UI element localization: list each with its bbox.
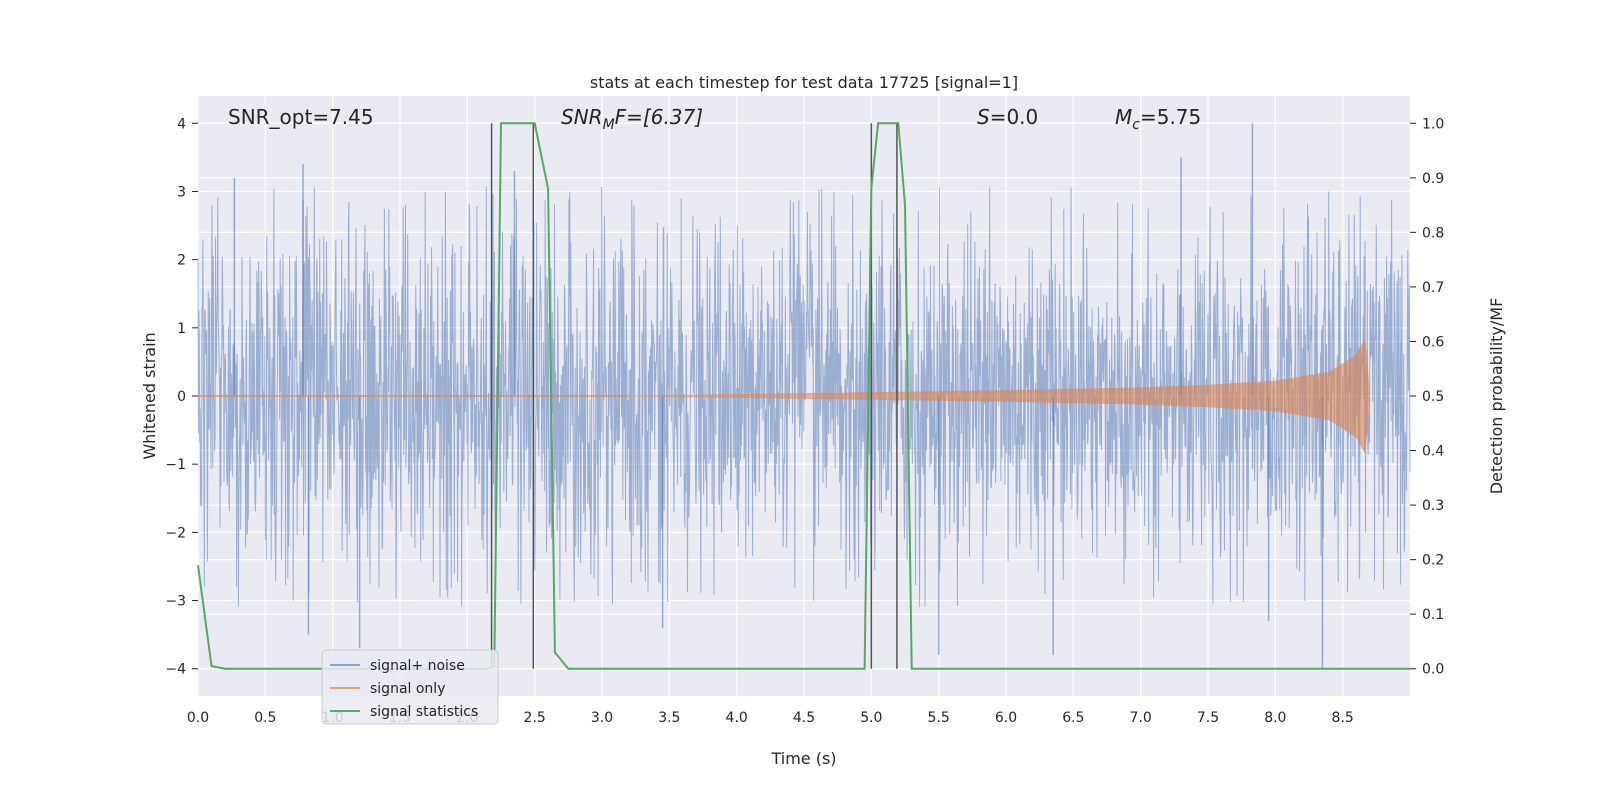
snr-mf-base: SNR xyxy=(561,105,603,129)
y2-tick-label: 0.6 xyxy=(1422,334,1444,350)
axis-ticks: 0.00.51.01.52.02.53.03.54.04.55.05.56.06… xyxy=(165,116,1444,726)
legend-box xyxy=(321,649,499,725)
legend-label-signal-only: signal only xyxy=(370,681,445,697)
mc-subscript: c xyxy=(1132,117,1140,133)
x-axis-label: Time (s) xyxy=(770,749,836,768)
y2-tick-label: 0.9 xyxy=(1422,171,1444,187)
x-tick-label: 3.0 xyxy=(591,710,613,726)
y-tick-label: 0 xyxy=(177,389,186,405)
snr-mf-value: F=[6.37] xyxy=(615,105,703,129)
y-tick-label: 2 xyxy=(177,253,186,269)
x-tick-label: 0.0 xyxy=(187,710,209,726)
y2-tick-label: 0.3 xyxy=(1422,498,1444,514)
x-tick-label: 5.0 xyxy=(860,710,882,726)
noise-line xyxy=(197,186,1411,608)
s-value: =0.0 xyxy=(990,105,1039,129)
y2-axis-label: Detection probability/MF xyxy=(1487,298,1506,495)
s-symbol: S xyxy=(977,105,990,129)
x-tick-label: 3.5 xyxy=(658,710,680,726)
y2-tick-label: 0.7 xyxy=(1422,280,1444,296)
y-axis-label: Whitened strain xyxy=(140,332,159,459)
signal-noise-series xyxy=(197,123,1411,669)
mc-value: =5.75 xyxy=(1140,105,1201,129)
y2-tick-label: 0.1 xyxy=(1422,607,1444,623)
x-tick-label: 7.5 xyxy=(1197,710,1219,726)
annotation-mc: Mc=5.75 xyxy=(1115,105,1201,133)
y2-tick-label: 0.2 xyxy=(1422,553,1444,569)
x-tick-label: 4.5 xyxy=(793,710,815,726)
y2-tick-label: 0.4 xyxy=(1422,444,1444,460)
signal-envelope xyxy=(628,338,1371,454)
annotation-s: S=0.0 xyxy=(977,105,1038,129)
snr-mf-subscript: M xyxy=(603,117,615,133)
x-tick-label: 6.0 xyxy=(995,710,1017,726)
y-tick-label: −3 xyxy=(165,594,186,610)
annotation-snr-mf: SNRMF=[6.37] xyxy=(561,105,703,133)
y2-tick-label: 0.5 xyxy=(1422,389,1444,405)
x-tick-label: 7.0 xyxy=(1130,710,1152,726)
snr-mf-rest-italic: F=[6.37] xyxy=(615,105,703,129)
x-tick-label: 2.5 xyxy=(524,710,546,726)
x-tick-label: 5.5 xyxy=(928,710,950,726)
y-tick-label: −4 xyxy=(165,662,186,678)
x-tick-label: 4.0 xyxy=(726,710,748,726)
x-tick-label: 8.5 xyxy=(1332,710,1354,726)
y-tick-label: 1 xyxy=(177,321,186,337)
annotation-snr-opt: SNR_opt=7.45 xyxy=(228,105,374,129)
mc-symbol: M xyxy=(1115,105,1132,129)
y-tick-label: 3 xyxy=(177,184,186,200)
y2-tick-label: 0.8 xyxy=(1422,225,1444,241)
legend-label-signal-noise: signal+ noise xyxy=(370,658,465,674)
y-tick-label: −1 xyxy=(165,457,186,473)
x-tick-label: 0.5 xyxy=(254,710,276,726)
legend: signal+ noise signal only signal statist… xyxy=(321,649,499,725)
x-tick-label: 8.0 xyxy=(1264,710,1286,726)
x-tick-label: 6.5 xyxy=(1062,710,1084,726)
y2-tick-label: 0.0 xyxy=(1422,662,1444,678)
legend-label-signal-statistics: signal statistics xyxy=(370,704,478,720)
y-tick-label: 4 xyxy=(177,116,186,132)
signal-only-series xyxy=(198,338,1371,454)
y-tick-label: −2 xyxy=(165,525,186,541)
y2-tick-label: 1.0 xyxy=(1422,116,1444,132)
chart-title: stats at each timestep for test data 177… xyxy=(590,73,1018,92)
